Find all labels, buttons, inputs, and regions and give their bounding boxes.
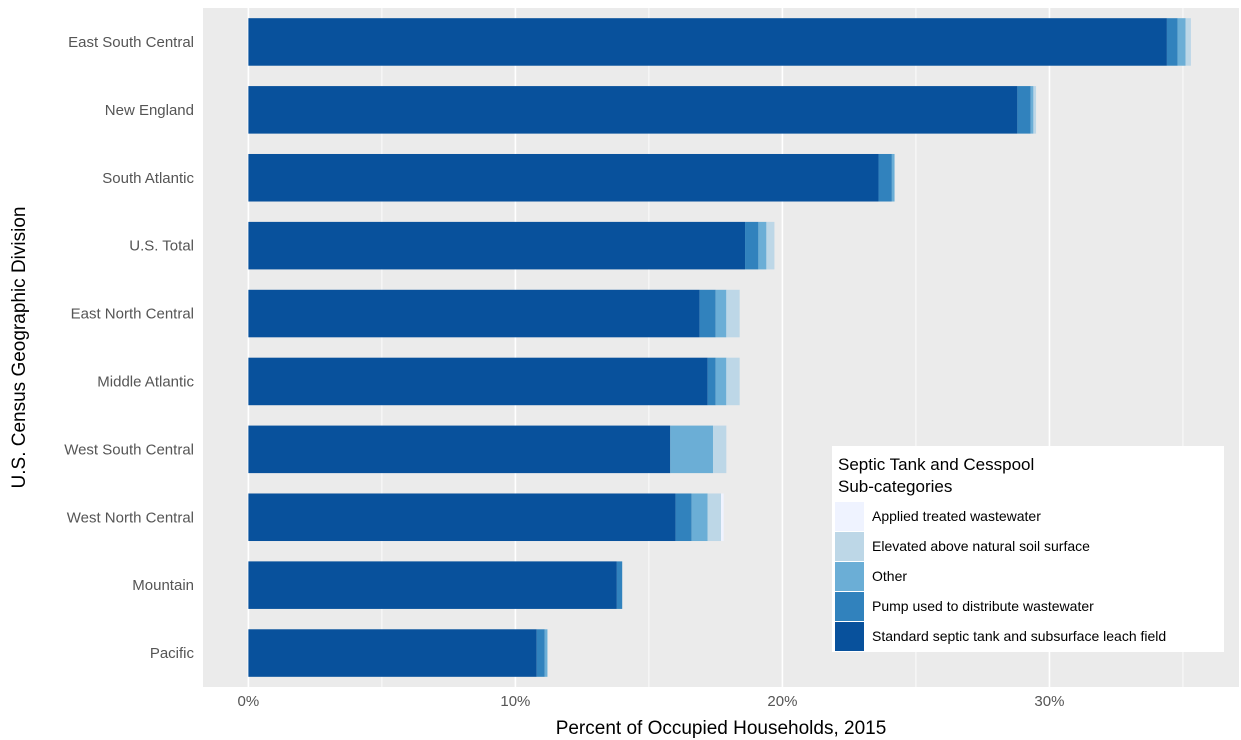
bar-pacific-series-2 bbox=[544, 629, 548, 677]
bar-south-atlantic-series-2 bbox=[891, 153, 895, 202]
bar-u-s-total-series-1 bbox=[745, 221, 759, 270]
y-tick-label: New England bbox=[105, 102, 194, 119]
legend-box bbox=[832, 446, 1224, 652]
bar-middle-atlantic-series-2 bbox=[715, 357, 727, 406]
bar-west-north-central-series-3 bbox=[707, 493, 721, 542]
bar-new-england-series-3 bbox=[1033, 86, 1037, 134]
bar-u-s-total-series-3 bbox=[766, 221, 775, 270]
bar-west-south-central-series-2 bbox=[670, 425, 713, 474]
legend-key-applied-treated-wastewater bbox=[835, 502, 864, 531]
y-tick-label: West North Central bbox=[67, 509, 194, 526]
bar-pacific-series-1 bbox=[536, 629, 545, 677]
legend-label-elevated-above-natural-soil-surface: Elevated above natural soil surface bbox=[872, 538, 1090, 554]
bar-west-south-central-series-3 bbox=[712, 425, 727, 474]
y-tick-labels: East South Central New England South Atlan… bbox=[64, 34, 194, 662]
bar-east-south-central-series-3 bbox=[1185, 18, 1191, 66]
bar-west-north-central-series-2 bbox=[691, 493, 708, 542]
bar-west-north-central-series-0 bbox=[248, 493, 676, 542]
legend-label-applied-treated-wastewater: Applied treated wastewater bbox=[872, 508, 1041, 524]
bar-middle-atlantic-series-0 bbox=[248, 357, 708, 406]
legend-key-other bbox=[835, 562, 864, 591]
x-tick-label: 20% bbox=[767, 693, 797, 710]
legend: Septic Tank and Cesspool Sub-categories Ap… bbox=[832, 446, 1224, 652]
legend-label-other: Other bbox=[872, 568, 907, 584]
legend-key-standard-septic-tank-and-subsurface-leach-field bbox=[835, 622, 864, 651]
legend-title-line: Sub-categories bbox=[838, 477, 952, 496]
y-tick-label: South Atlantic bbox=[102, 170, 194, 187]
legend-key-elevated-above-natural-soil-surface bbox=[835, 532, 864, 561]
bar-east-south-central-series-1 bbox=[1166, 18, 1178, 66]
bars bbox=[248, 18, 1191, 677]
bar-east-north-central-series-1 bbox=[699, 289, 716, 338]
bar-u-s-total-series-2 bbox=[758, 221, 767, 270]
bar-middle-atlantic-series-3 bbox=[726, 357, 740, 406]
bar-east-north-central-series-2 bbox=[715, 289, 727, 338]
x-tick-label: 30% bbox=[1034, 693, 1064, 710]
bar-east-south-central-series-0 bbox=[248, 18, 1167, 66]
bar-west-south-central-series-0 bbox=[248, 425, 671, 474]
bar-west-north-central-series-4 bbox=[721, 493, 724, 542]
bar-east-south-central-series-2 bbox=[1177, 18, 1186, 66]
y-tick-label: Middle Atlantic bbox=[97, 373, 194, 390]
y-tick-label: West South Central bbox=[64, 441, 194, 458]
bar-new-england-series-1 bbox=[1017, 86, 1031, 134]
y-tick-label: East North Central bbox=[71, 306, 194, 323]
bar-east-north-central-series-0 bbox=[248, 289, 700, 338]
x-axis-title: Percent of Occupied Households, 2015 bbox=[556, 718, 887, 739]
legend-key-pump-used-to-distribute-wastewater bbox=[835, 592, 864, 621]
bar-middle-atlantic-series-1 bbox=[707, 357, 716, 406]
x-tick-labels: 0% 10% 20% 30% bbox=[238, 693, 1065, 710]
bar-pacific-series-0 bbox=[248, 629, 537, 677]
y-tick-label: East South Central bbox=[68, 34, 194, 51]
legend-label-standard-septic-tank-and-subsurface-leach-field: Standard septic tank and subsurface leac… bbox=[872, 628, 1166, 644]
legend-label-pump-used-to-distribute-wastewater: Pump used to distribute wastewater bbox=[872, 598, 1094, 614]
y-tick-label: Pacific bbox=[150, 645, 195, 662]
bar-mountain-series-1 bbox=[616, 561, 623, 609]
bar-west-north-central-series-1 bbox=[675, 493, 692, 542]
x-tick-label: 0% bbox=[238, 693, 260, 710]
legend-title-line: Septic Tank and Cesspool bbox=[838, 455, 1034, 474]
bar-mountain-series-0 bbox=[248, 561, 617, 609]
bar-u-s-total-series-0 bbox=[248, 221, 746, 270]
bar-new-england-series-2 bbox=[1030, 86, 1034, 134]
bar-east-north-central-series-3 bbox=[726, 289, 740, 338]
y-tick-label: U.S. Total bbox=[129, 238, 194, 255]
x-tick-label: 10% bbox=[500, 693, 530, 710]
y-tick-label: Mountain bbox=[132, 577, 194, 594]
y-axis-title: U.S. Census Geographic Division bbox=[9, 207, 30, 489]
bar-south-atlantic-series-1 bbox=[878, 153, 892, 202]
bar-south-atlantic-series-0 bbox=[248, 153, 879, 202]
bar-new-england-series-0 bbox=[248, 86, 1018, 134]
